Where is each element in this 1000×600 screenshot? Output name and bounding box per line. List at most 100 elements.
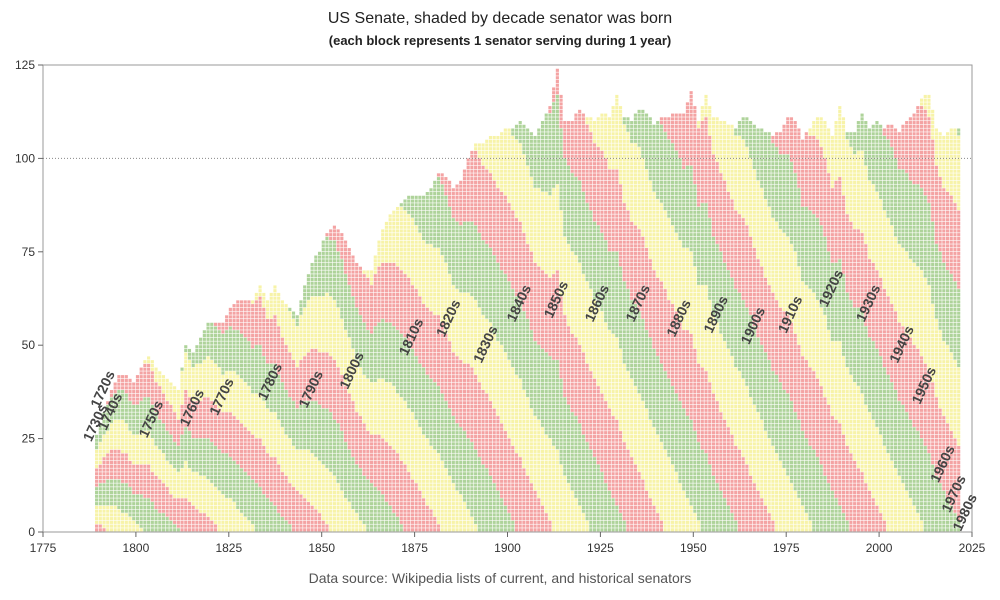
senator-block [299,390,303,394]
senator-block [213,363,218,368]
senator-block [199,442,203,446]
senator-block [325,333,329,338]
senator-block [98,457,102,461]
senator-block [187,393,192,397]
senator-block [314,330,318,334]
senator-block [143,378,147,382]
senator-block [291,423,296,427]
senator-block [132,479,136,483]
senator-block [355,375,359,379]
senator-block [347,356,351,360]
senator-block [102,475,106,480]
senator-block [161,434,166,438]
senator-block [243,490,247,495]
senator-block [236,494,240,498]
senator-block [199,483,203,487]
senator-block [221,386,225,390]
senator-block [135,423,140,427]
senator-block [213,341,218,345]
senator-block [173,416,177,420]
senator-block [225,483,229,487]
senator-block [161,390,166,394]
senator-block [228,479,232,483]
senator-block [251,487,255,491]
senator-block [295,412,299,416]
senator-block [161,423,166,427]
senator-block [180,431,184,435]
senator-block [265,333,270,338]
senator-block [273,427,277,431]
senator-block [306,401,310,405]
senator-block [106,509,110,513]
senator-block [291,363,296,368]
senator-block [232,449,236,453]
senator-block [109,442,114,446]
senator-block [358,520,362,524]
senator-block [277,517,281,521]
senator-block [366,487,370,491]
senator-block [403,307,407,311]
senator-block [199,517,203,521]
senator-block [184,419,188,424]
senator-block [254,304,258,308]
senator-block [213,490,218,495]
senator-block [128,487,132,491]
senator-block [310,412,314,416]
senator-block [332,461,336,465]
senator-block [124,479,128,483]
senator-block [325,371,329,375]
senator-block [329,498,333,502]
senator-block [358,333,362,338]
senator-block [228,337,232,341]
senator-block [403,438,407,442]
senator-block [329,483,333,487]
senator-block [254,502,258,506]
senator-block [139,490,143,495]
senator-block [262,416,266,420]
senator-block [340,483,344,487]
senator-block [288,472,292,476]
senator-block [221,390,225,394]
senator-block [225,528,229,532]
senator-block [213,378,218,382]
senator-block [228,319,232,323]
senator-block [284,490,288,495]
senator-block [169,479,173,483]
senator-block [388,307,392,311]
senator-block [370,494,374,498]
senator-block [321,341,325,345]
senator-block [384,416,388,420]
senator-block [403,494,407,498]
senator-block [399,221,403,226]
senator-block [243,494,247,498]
senator-block [366,524,370,528]
senator-block [225,434,229,438]
senator-block [247,311,251,315]
senator-block [117,416,121,420]
senator-block [329,337,333,341]
senator-block [384,289,388,293]
senator-block [284,446,288,450]
senator-block [344,263,348,267]
senator-block [184,479,188,483]
senator-block [161,412,166,416]
senator-block [121,464,125,468]
senator-block [213,348,218,353]
senator-block [265,423,270,427]
senator-block [124,487,128,491]
senator-block [124,528,128,532]
senator-block [202,427,206,431]
senator-block [273,292,277,297]
senator-block [295,401,299,405]
senator-block [321,401,325,405]
senator-block [396,330,400,334]
senator-block [347,520,351,524]
senator-block [217,487,221,491]
senator-block [150,449,154,453]
senator-block [258,378,262,382]
senator-block [147,416,151,420]
senator-block [392,248,396,252]
senator-block [210,412,214,416]
senator-block [132,528,136,532]
senator-block [213,416,218,420]
